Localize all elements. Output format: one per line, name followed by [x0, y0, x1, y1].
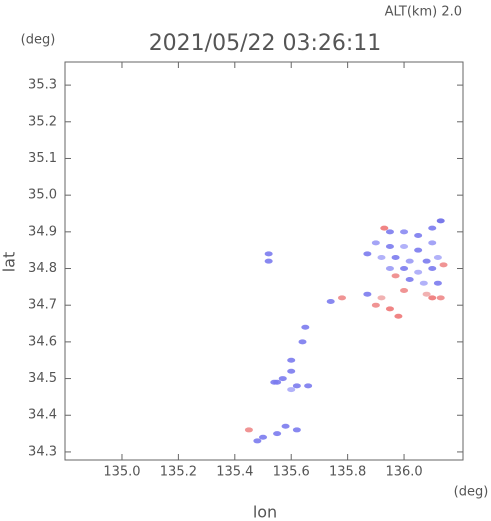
- echo-point: [363, 251, 372, 257]
- echo-point: [326, 299, 335, 305]
- echo-point: [371, 302, 380, 308]
- echo-point: [419, 280, 428, 286]
- echo-point: [287, 357, 296, 363]
- echo-point: [391, 255, 400, 261]
- echo-point: [301, 324, 310, 330]
- echo-point: [253, 438, 262, 444]
- echo-point: [428, 240, 437, 246]
- echo-point: [439, 262, 448, 268]
- echo-point: [405, 277, 414, 283]
- echo-point: [436, 295, 445, 301]
- echo-point: [422, 291, 431, 297]
- echo-point: [292, 383, 301, 389]
- echo-point: [264, 258, 273, 264]
- echo-point: [371, 240, 380, 246]
- echo-point: [304, 383, 313, 389]
- x-axis-label: lon: [253, 503, 277, 521]
- y-tick-label: 34.9: [28, 224, 57, 239]
- y-tick-label: 35.3: [28, 78, 57, 93]
- echo-point: [428, 225, 437, 231]
- y-tick-label: 34.7: [28, 298, 57, 313]
- echo-point: [385, 266, 394, 272]
- y-unit: (deg): [21, 33, 56, 48]
- echo-point: [428, 266, 437, 272]
- echo-point: [405, 258, 414, 264]
- x-tick-label: 135.6: [273, 465, 310, 480]
- echo-point: [337, 295, 346, 301]
- y-tick-label: 34.3: [28, 444, 57, 459]
- echo-point: [414, 233, 423, 239]
- x-tick-label: 135.2: [160, 465, 197, 480]
- y-tick-label: 34.6: [28, 334, 57, 349]
- echo-point: [298, 339, 307, 345]
- x-unit: (deg): [454, 485, 489, 500]
- echo-point: [400, 288, 409, 294]
- y-tick-label: 35.1: [28, 151, 57, 166]
- x-tick-label: 135.4: [216, 465, 253, 480]
- echo-point: [292, 427, 301, 433]
- x-tick-label: 136.0: [385, 465, 422, 480]
- echo-point: [287, 387, 296, 393]
- echo-point: [264, 251, 273, 257]
- echo-point: [385, 229, 394, 235]
- echo-point: [400, 266, 409, 272]
- y-tick-label: 35.2: [28, 114, 57, 129]
- y-tick-label: 34.5: [28, 371, 57, 386]
- y-tick-label: 35.0: [28, 188, 57, 203]
- echo-point: [414, 247, 423, 253]
- echo-point: [394, 313, 403, 319]
- echo-point: [377, 295, 386, 301]
- echo-point: [414, 269, 423, 275]
- echo-point: [259, 434, 268, 440]
- echo-point: [385, 244, 394, 250]
- echo-point: [436, 218, 445, 224]
- echo-point: [281, 423, 290, 429]
- echo-point: [363, 291, 372, 297]
- echo-point: [278, 376, 287, 382]
- echo-point: [433, 280, 442, 286]
- y-tick-label: 34.4: [28, 408, 57, 423]
- echo-point: [433, 255, 442, 261]
- x-tick-label: 135.0: [103, 465, 140, 480]
- chart-subtitle: ALT(km) 2.0: [385, 5, 462, 20]
- echo-point: [377, 255, 386, 261]
- plot-frame: [64, 61, 464, 461]
- x-tick-label: 135.8: [329, 465, 366, 480]
- echo-point: [428, 295, 437, 301]
- y-axis-label: lat: [0, 252, 19, 273]
- echo-point: [380, 225, 389, 231]
- echo-point: [391, 273, 400, 279]
- y-tick-label: 34.8: [28, 261, 57, 276]
- echo-point: [400, 244, 409, 250]
- echo-point: [385, 306, 394, 312]
- echo-point: [400, 229, 409, 235]
- echo-point: [270, 379, 279, 385]
- echo-point: [287, 368, 296, 374]
- chart-title: 2021/05/22 03:26:11: [149, 31, 382, 56]
- echo-point: [244, 427, 253, 433]
- echo-point: [422, 258, 431, 264]
- echo-point: [273, 431, 282, 437]
